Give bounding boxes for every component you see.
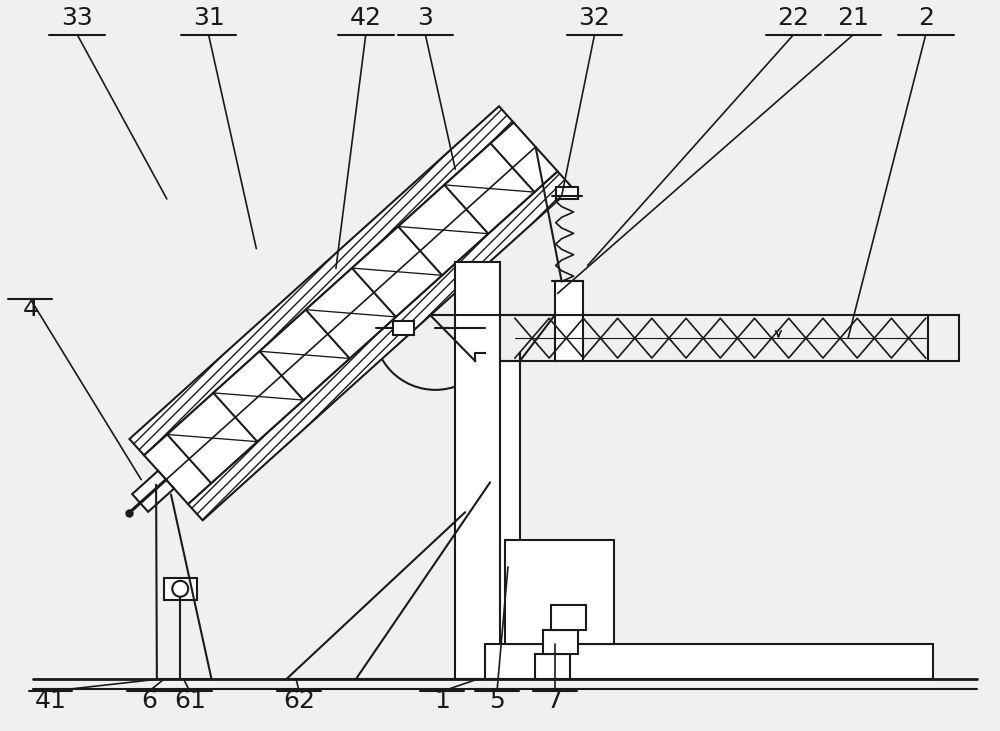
Bar	[551, 605, 586, 629]
Bar	[505, 540, 614, 645]
Bar	[485, 361, 520, 679]
Text: 41: 41	[35, 689, 66, 713]
Text: 3: 3	[417, 6, 433, 30]
Text: 4: 4	[23, 298, 39, 321]
Bar	[543, 629, 578, 654]
Text: 2: 2	[918, 6, 934, 30]
Bar	[393, 321, 414, 336]
Polygon shape	[188, 171, 572, 520]
Bar	[164, 577, 197, 599]
Text: 62: 62	[283, 689, 315, 713]
Text: 6: 6	[141, 689, 157, 713]
Text: 22: 22	[777, 6, 809, 30]
Polygon shape	[132, 471, 174, 512]
Text: 33: 33	[61, 6, 93, 30]
Bar	[485, 645, 933, 679]
Text: 31: 31	[193, 6, 224, 30]
Bar	[556, 187, 578, 199]
Bar	[455, 262, 500, 679]
Polygon shape	[129, 106, 514, 455]
Bar	[928, 315, 959, 361]
Bar	[535, 654, 570, 679]
Text: 32: 32	[579, 6, 610, 30]
Text: 7: 7	[547, 689, 563, 713]
Text: 21: 21	[837, 6, 869, 30]
Polygon shape	[144, 123, 558, 504]
Text: 1: 1	[434, 689, 450, 713]
Text: 5: 5	[489, 689, 505, 713]
Text: 42: 42	[350, 6, 382, 30]
Text: 61: 61	[174, 689, 206, 713]
Bar	[555, 281, 583, 361]
